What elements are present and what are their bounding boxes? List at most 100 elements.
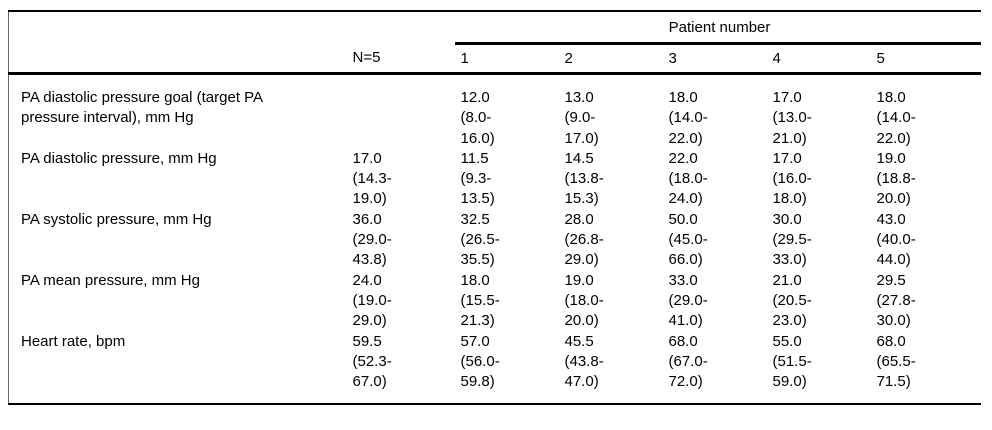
patient-4-value-cell: 17.0 (16.0- 18.0)	[767, 149, 871, 210]
cell-line: 41.0)	[668, 312, 703, 330]
cell-line: 30.0	[772, 210, 802, 228]
cell-line: 71.5)	[876, 373, 911, 391]
cell-line: (26.8-	[564, 231, 604, 249]
cell-line: (20.5-	[772, 291, 812, 309]
cell-line: PA diastolic pressure goal (target PA	[21, 89, 264, 106]
patient-hemodynamics-table: Patient number N=5 1 2 3 4 5 PA diastoli…	[8, 10, 981, 406]
patient-1-value-cell: 18.0 (15.5- 21.3)	[455, 271, 559, 332]
cell-line: 59.8)	[460, 373, 495, 391]
cell-line: (9.0-	[564, 109, 596, 127]
cell-line: 19.0)	[352, 190, 387, 208]
cell-line: 59.0)	[772, 373, 807, 391]
cell-line: 36.0	[352, 210, 382, 228]
cell-line: 55.0	[772, 332, 802, 350]
table-header: Patient number N=5 1 2 3 4 5	[8, 11, 981, 74]
cell-line: 24.0	[352, 271, 382, 289]
column-header-patient-2: 2	[564, 50, 573, 67]
cell-line: (45.0-	[668, 231, 708, 249]
n5-value-cell: 36.0 (29.0- 43.8)	[347, 210, 455, 271]
cell-line: (27.8-	[876, 291, 916, 309]
patient-4-value-cell: 17.0 (13.0- 21.0)	[767, 74, 871, 149]
cell-line: (13.0-	[772, 109, 812, 127]
cell-line: (56.0-	[460, 352, 500, 370]
patient-2-value-cell: 19.0 (18.0- 20.0)	[559, 271, 663, 332]
cell-line: 33.0	[668, 271, 698, 289]
cell-line: (18.0-	[668, 170, 708, 188]
cell-line: (40.0-	[876, 231, 916, 249]
row-label: PA diastolic pressure, mm Hg	[9, 149, 347, 210]
header-spacer-n5	[347, 11, 455, 44]
row-label: PA diastolic pressure goal (target PA pre…	[9, 74, 347, 149]
cell-line: 13.0	[564, 89, 594, 106]
cell-line: (14.3-	[352, 170, 392, 188]
cell-line: (9.3-	[460, 170, 492, 188]
cell-line: (15.5-	[460, 291, 500, 309]
cell-line: 67.0)	[352, 373, 387, 391]
cell-line: 18.0	[668, 89, 698, 106]
patient-number-spanner: Patient number	[454, 11, 981, 45]
cell-line: 20.0)	[564, 312, 599, 330]
patient-2-value-cell: 45.5 (43.8- 47.0)	[559, 332, 663, 405]
cell-line: 22.0)	[668, 129, 703, 147]
table-body: PA diastolic pressure goal (target PA pre…	[9, 74, 981, 405]
cell-line: 11.5	[460, 149, 489, 167]
cell-line: 24.0)	[668, 190, 703, 208]
cell-line: PA diastolic pressure, mm Hg	[21, 149, 217, 167]
cell-line: PA mean pressure, mm Hg	[21, 271, 200, 289]
patient-1-value-cell: 11.5 (9.3- 13.5)	[455, 149, 559, 210]
row-label: PA mean pressure, mm Hg	[9, 271, 347, 332]
cell-line: 32.5	[460, 210, 490, 228]
patient-3-value-cell: 18.0 (14.0- 22.0)	[663, 74, 767, 149]
cell-line: 18.0)	[772, 190, 807, 208]
cell-line: 68.0	[876, 332, 906, 350]
cell-line: 59.5	[352, 332, 382, 350]
column-header-patient-5: 5	[876, 50, 885, 67]
table-row: PA diastolic pressure goal (target PA pre…	[9, 74, 981, 149]
cell-line: 29.0)	[564, 251, 599, 269]
cell-line: 57.0	[460, 332, 490, 350]
cell-line: 50.0	[668, 210, 698, 228]
patient-5-value-cell: 68.0 (65.5- 71.5)	[871, 332, 981, 405]
cell-line: (43.8-	[564, 352, 604, 370]
spanner-row: Patient number	[9, 11, 981, 45]
patient-5-value-cell: 43.0 (40.0- 44.0)	[871, 210, 981, 271]
cell-line: (29.0-	[668, 291, 708, 309]
header-spacer-label	[9, 11, 347, 44]
patient-5-value-cell: 19.0 (18.8- 20.0)	[871, 149, 981, 210]
cell-line: (26.5-	[460, 231, 500, 249]
patient-3-value-cell: 50.0 (45.0- 66.0)	[663, 210, 767, 271]
column-header-patient-3: 3	[668, 50, 677, 67]
document-page: Patient number N=5 1 2 3 4 5 PA diastoli…	[0, 10, 992, 430]
column-header-patient-4: 4	[772, 50, 781, 67]
cell-line: 21.0	[772, 271, 802, 289]
column-header-row-label	[9, 44, 347, 74]
patient-1-value-cell: 57.0 (56.0- 59.8)	[455, 332, 559, 405]
cell-line: pressure interval), mm Hg	[21, 109, 194, 127]
cell-line: 16.0)	[460, 129, 495, 147]
cell-line: 68.0	[668, 332, 698, 350]
patient-2-value-cell: 13.0 (9.0- 17.0)	[559, 74, 663, 149]
cell-line: Heart rate, bpm	[21, 332, 126, 350]
cell-line: 43.8)	[352, 251, 387, 269]
column-header-n5: N=5	[352, 49, 381, 67]
cell-line: (18.0-	[564, 291, 604, 309]
table-row: PA systolic pressure, mm Hg 36.0 (29.0- 43.…	[9, 210, 981, 271]
cell-line: 15.3)	[564, 190, 599, 208]
patient-5-value-cell: 29.5 (27.8- 30.0)	[871, 271, 981, 332]
cell-line: 17.0	[352, 149, 382, 167]
row-label: PA systolic pressure, mm Hg	[9, 210, 347, 271]
cell-line: (67.0-	[668, 352, 708, 370]
cell-line: 17.0	[772, 89, 802, 106]
patient-3-value-cell: 33.0 (29.0- 41.0)	[663, 271, 767, 332]
table-row: PA diastolic pressure, mm Hg 17.0 (14.3- 19…	[9, 149, 981, 210]
table-row: PA mean pressure, mm Hg 24.0 (19.0- 29.0) 18…	[9, 271, 981, 332]
cell-line: 47.0)	[564, 373, 599, 391]
patient-4-value-cell: 30.0 (29.5- 33.0)	[767, 210, 871, 271]
cell-line: 33.0)	[772, 251, 807, 269]
cell-line: 22.0)	[876, 129, 911, 147]
cell-line: 19.0	[564, 271, 594, 289]
cell-line: 44.0)	[876, 251, 911, 269]
cell-line: 17.0	[772, 149, 802, 167]
patient-4-value-cell: 21.0 (20.5- 23.0)	[767, 271, 871, 332]
n5-value-cell	[347, 74, 455, 149]
